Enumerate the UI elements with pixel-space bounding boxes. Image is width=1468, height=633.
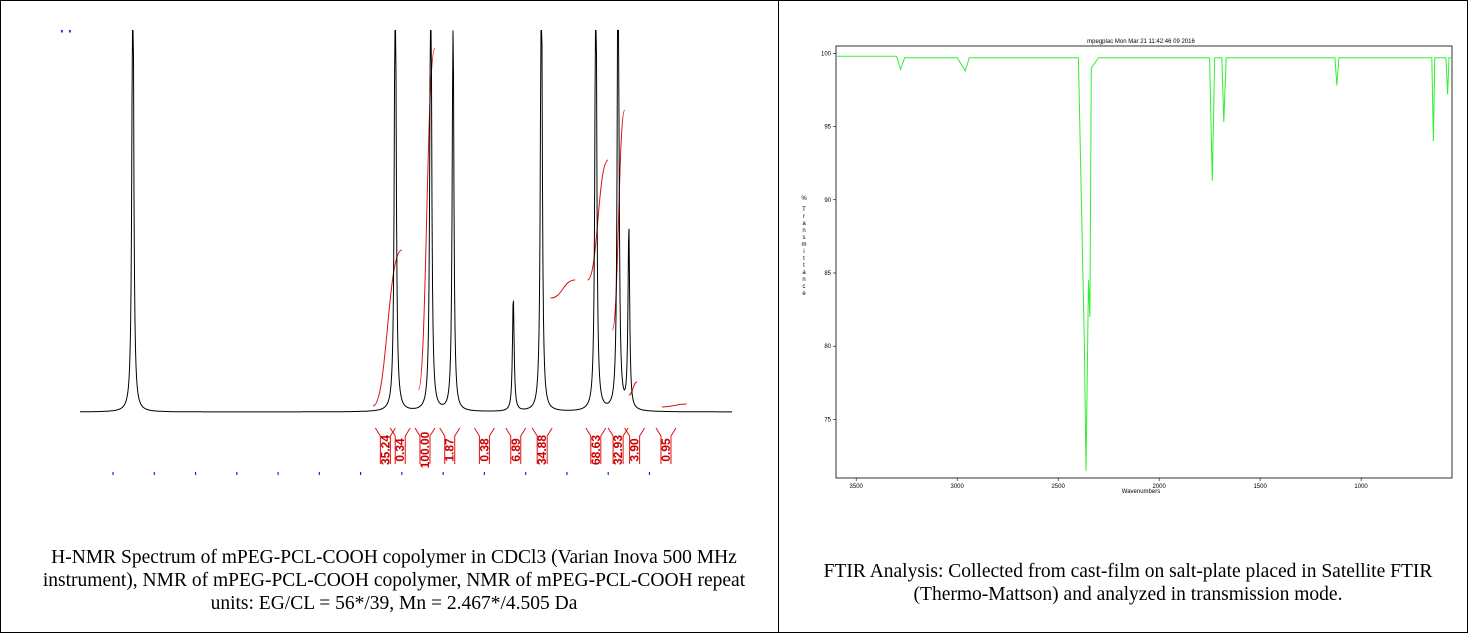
ftir-y-label-char: i <box>803 249 804 255</box>
ftir-x-tick-label: 2000 <box>1152 484 1166 490</box>
nmr-integral-bracket <box>374 427 396 464</box>
ftir-y-tick-label: 75 <box>824 417 831 423</box>
ftir-spectrum-trace <box>836 55 1452 471</box>
nmr-integral-label: 3.90 <box>628 438 642 462</box>
nmr-axis-unit: ppm <box>60 30 87 33</box>
nmr-integral-curve <box>628 381 638 396</box>
ftir-plot-frame <box>835 45 1453 479</box>
ftir-y-tick-label: 85 <box>824 271 831 277</box>
nmr-integral-bracket <box>439 427 461 464</box>
nmr-spectrum-trace <box>80 30 732 413</box>
ftir-header: mpegplac Mon Mar 21 11:42:46 09 2016 <box>1087 39 1195 45</box>
nmr-integral-label: 35.24 <box>378 435 392 465</box>
nmr-integral-bracket <box>414 427 436 464</box>
ftir-y-label-char: r <box>803 214 805 220</box>
nmr-integral-label: 32.93 <box>611 435 625 465</box>
ftir-y-tick-label: 100 <box>821 51 832 57</box>
ftir-y-label-char: s <box>803 235 806 241</box>
nmr-integral-bracket <box>531 427 553 464</box>
ftir-y-label-char: T <box>802 207 806 213</box>
nmr-caption: H-NMR Spectrum of mPEG-PCL-COOH copolyme… <box>30 546 758 615</box>
nmr-integral-label: 1.87 <box>443 438 457 462</box>
ftir-y-label-char: t <box>803 263 805 269</box>
nmr-integral-bracket <box>624 427 646 464</box>
ftir-y-label-char: % <box>801 196 807 202</box>
nmr-integral-curve <box>550 279 576 299</box>
nmr-caption-text: H-NMR Spectrum of mPEG-PCL-COOH copolyme… <box>42 547 746 614</box>
ftir-x-tick-label: 1000 <box>1354 484 1368 490</box>
ftir-y-label-char: a <box>802 270 806 276</box>
nmr-integral-label: 6.89 <box>509 438 523 462</box>
ftir-y-tick-label: 80 <box>824 344 831 350</box>
nmr-integral-curves <box>372 47 687 408</box>
ftir-y-label-char: c <box>803 284 806 290</box>
nmr-x-ticks <box>112 472 651 475</box>
ftir-y-label-char: e <box>802 291 806 297</box>
ftir-y-tick-label: 95 <box>824 125 831 131</box>
nmr-integral-label: 0.95 <box>659 438 673 462</box>
nmr-integral-label: 0.38 <box>477 438 491 462</box>
nmr-integral-label: 68.63 <box>589 435 603 465</box>
ftir-y-label-char: a <box>802 221 806 227</box>
ftir-y-label-char: m <box>802 242 807 248</box>
ftir-ticks: 3500 3000 2500 2000 1500 1000 100 95 90 85 80 75 <box>821 51 1368 490</box>
nmr-integral-bracket <box>505 427 527 464</box>
nmr-integral-curve <box>661 403 687 408</box>
ftir-spectrum-chart: mpegplac Mon Mar 21 11:42:46 09 2016 350… <box>801 39 1453 495</box>
ftir-y-label-char: t <box>803 256 805 262</box>
ftir-x-tick-label: 3500 <box>850 484 864 490</box>
ftir-caption: FTIR Analysis: Collected from cast-film … <box>798 560 1458 606</box>
ftir-caption-text: FTIR Analysis: Collected from cast-film … <box>823 561 1433 605</box>
nmr-integral-bracket <box>389 427 411 464</box>
ftir-x-label: Wavenumbers <box>1122 489 1160 495</box>
nmr-integral-labels: 35.24 0.34 100.00 1.87 0.38 6.89 34.88 68.63 32.… <box>374 427 677 468</box>
ftir-x-tick-label: 2500 <box>1051 484 1065 490</box>
ftir-y-tick-label: 90 <box>824 198 831 204</box>
nmr-integral-bracket <box>473 427 495 464</box>
nmr-integral-bracket <box>655 427 677 464</box>
ftir-y-label-char: n <box>802 228 805 234</box>
nmr-integral-label: 100.00 <box>418 431 432 468</box>
ftir-x-tick-label: 3000 <box>951 484 965 490</box>
nmr-integral-curve <box>611 109 626 331</box>
nmr-integral-label: 0.34 <box>393 438 407 462</box>
nmr-integral-curve <box>587 159 609 281</box>
nmr-integral-curve <box>417 47 436 391</box>
ftir-x-tick-label: 1500 <box>1253 484 1267 490</box>
panel-divider <box>778 0 779 633</box>
nmr-integral-label: 34.88 <box>535 435 549 465</box>
ftir-y-label-char: n <box>802 277 805 283</box>
nmr-integral-bracket <box>585 427 607 464</box>
nmr-spectrum-chart: 35.24 0.34 100.00 1.87 0.38 6.89 34.88 68.63 32.… <box>60 30 732 475</box>
